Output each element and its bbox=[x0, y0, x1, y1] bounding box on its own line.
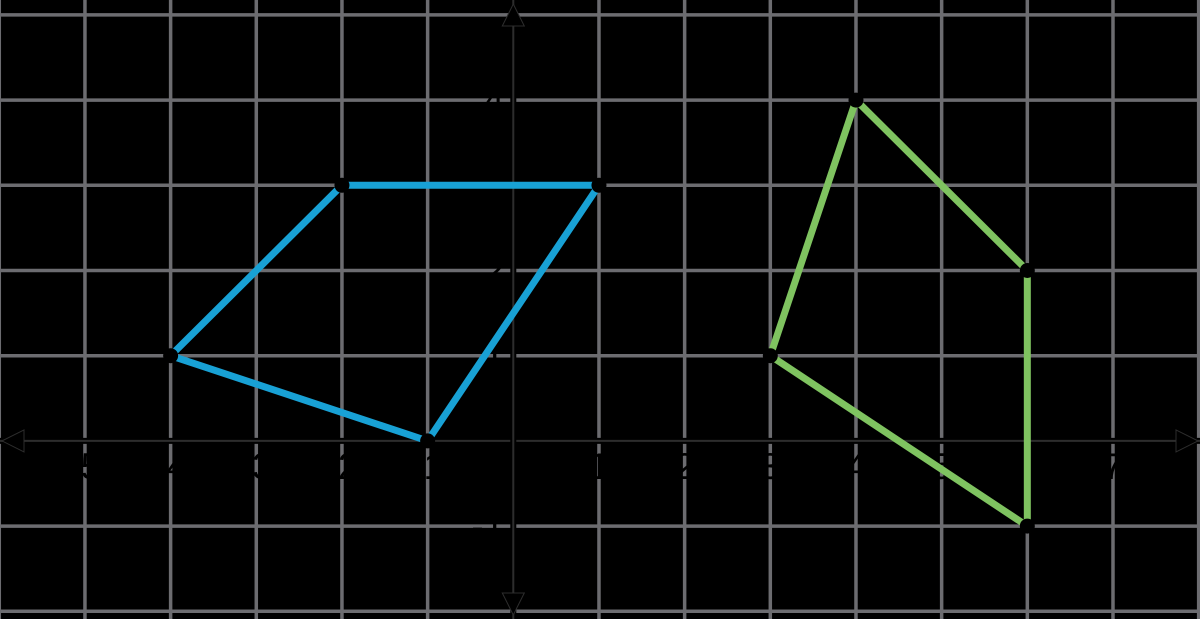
vertex-dot bbox=[762, 348, 778, 364]
vertex-dots bbox=[163, 92, 1035, 534]
x-tick-label: -3 bbox=[240, 446, 273, 487]
axis-arrowhead-icon bbox=[501, 2, 526, 27]
y-tick-label: -1 bbox=[471, 506, 504, 547]
vertex-dot bbox=[163, 348, 179, 364]
vertex-dot bbox=[334, 177, 350, 193]
vertex-dot bbox=[591, 177, 607, 193]
vertex-dot bbox=[1019, 263, 1035, 278]
x-tick-label: -4 bbox=[154, 446, 187, 487]
x-tick-label: -5 bbox=[68, 446, 101, 487]
vertex-dot bbox=[1019, 518, 1035, 534]
x-tick-label: -1 bbox=[411, 446, 444, 487]
x-tick-label: -2 bbox=[326, 446, 359, 487]
x-tick-label: 7 bbox=[1103, 446, 1124, 487]
axis-arrowhead-icon bbox=[501, 592, 526, 617]
x-tick-label: 3 bbox=[760, 446, 781, 487]
x-tick-label: 2 bbox=[674, 446, 695, 487]
vertex-dot bbox=[420, 433, 436, 449]
y-tick-label: 2 bbox=[484, 251, 505, 292]
y-tick-label: 4 bbox=[484, 80, 505, 121]
axis-arrowhead-icon bbox=[0, 429, 25, 453]
vertex-dot bbox=[848, 92, 864, 108]
x-tick-label: 1 bbox=[589, 446, 610, 487]
x-tick-label: 4 bbox=[846, 446, 867, 487]
axis-arrowhead-icon bbox=[1175, 429, 1200, 453]
